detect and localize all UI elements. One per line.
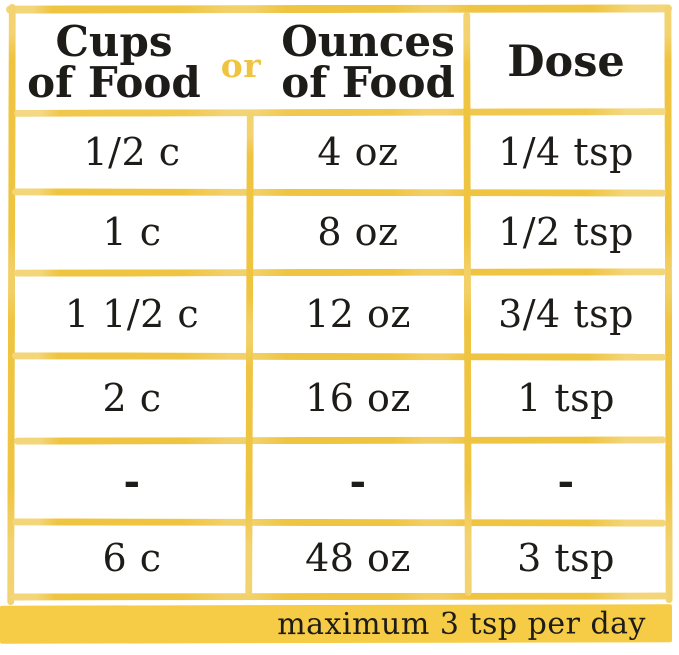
cell-ounces: 48 oz bbox=[305, 535, 411, 580]
cell-cups: - bbox=[123, 457, 141, 505]
cell-ounces: 16 oz bbox=[305, 376, 411, 420]
border-right-line bbox=[664, 5, 673, 604]
header-cups-line2: of Food bbox=[27, 58, 201, 107]
cell-ounces: - bbox=[349, 457, 367, 505]
footer-note-band: maximum 3 tsp per day bbox=[0, 604, 673, 644]
border-bottom-line bbox=[9, 592, 669, 601]
cell-dose: - bbox=[557, 457, 575, 505]
cell-cups: 1 1/2 c bbox=[64, 292, 200, 336]
cell-cups: 1/2 c bbox=[83, 130, 181, 174]
cell-dose: 1/2 tsp bbox=[498, 210, 634, 254]
cell-ounces: 12 oz bbox=[305, 292, 411, 336]
header-food-amount: Cups of Food or Ounces of Food bbox=[15, 12, 467, 112]
cell-cups: 2 c bbox=[102, 376, 162, 420]
cell-ounces: 4 oz bbox=[317, 130, 399, 174]
header-ounces-line1: Ounces bbox=[281, 16, 455, 66]
cell-ounces: 8 oz bbox=[317, 210, 399, 254]
header-or-label: or bbox=[220, 45, 262, 85]
cell-dose: 1/4 tsp bbox=[498, 130, 634, 174]
cell-dose: 3 tsp bbox=[517, 535, 615, 580]
footer-note: maximum 3 tsp per day bbox=[277, 605, 647, 642]
cell-dose: 3/4 tsp bbox=[498, 292, 634, 336]
header-ounces-label: Ounces of Food bbox=[281, 16, 455, 107]
dose-table: Cups of Food or Ounces of Food Dose 1/2 … bbox=[15, 12, 665, 593]
header-ounces-line2: of Food bbox=[281, 58, 455, 107]
cell-dose: 1 tsp bbox=[517, 376, 615, 420]
cell-cups: 6 c bbox=[102, 535, 162, 580]
header-dose-label: Dose bbox=[507, 37, 625, 87]
header-cups-label: Cups of Food bbox=[27, 16, 201, 107]
cell-cups: 1 c bbox=[102, 210, 162, 254]
header-cups-line1: Cups bbox=[55, 16, 173, 66]
